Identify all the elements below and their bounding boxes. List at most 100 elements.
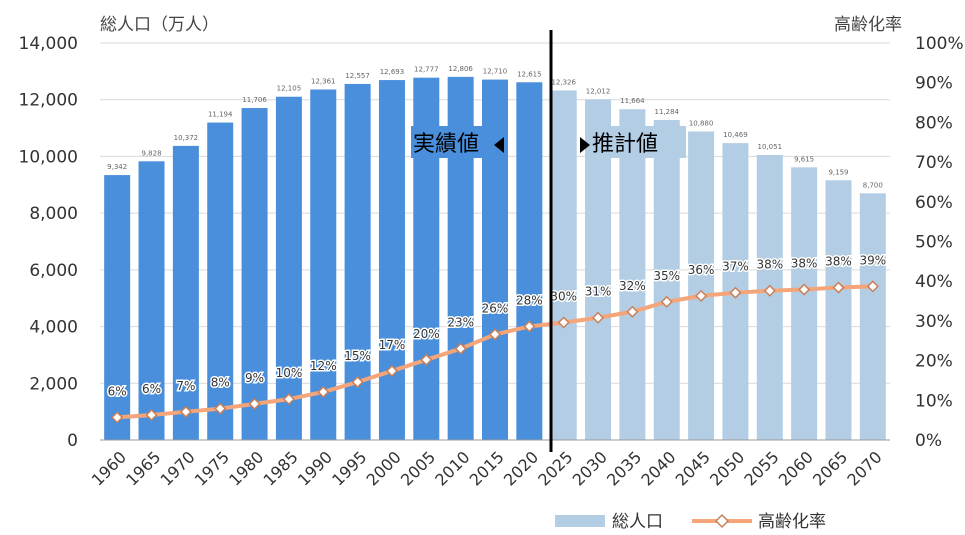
- x-axis-tick-label: 2055: [740, 447, 782, 489]
- aging-rate-point: [695, 289, 708, 302]
- aging-rate-label: 8%: [211, 376, 230, 390]
- aging-rate-point: [317, 385, 330, 399]
- population-bar-label: 9,615: [794, 155, 814, 163]
- population-bar-label: 8,700: [863, 181, 883, 189]
- right-axis-tick-label: 100%: [915, 34, 964, 54]
- population-bar-label: 12,710: [483, 68, 508, 76]
- x-axis-tick-label: 2010: [431, 447, 473, 489]
- population-bar-label: 9,342: [107, 163, 127, 171]
- population-bar-label: 12,361: [311, 77, 336, 85]
- population-bar-label: 12,693: [380, 68, 405, 76]
- legend-swatch-aging-marker: [714, 513, 730, 529]
- aging-rate-point: [145, 408, 158, 422]
- population-bar-label: 11,706: [242, 96, 267, 104]
- population-bar-label: 11,284: [654, 108, 679, 116]
- aging-rate-label: 37%: [722, 260, 749, 274]
- population-bar-label: 12,806: [448, 65, 473, 73]
- aging-rate-label: 10%: [276, 366, 303, 380]
- population-bar-label: 12,012: [586, 87, 611, 95]
- right-axis-tick-label: 0%: [915, 431, 942, 451]
- aging-rate-label: 38%: [825, 255, 852, 269]
- right-axis-tick-label: 10%: [915, 391, 953, 411]
- population-bar-label: 10,372: [174, 134, 199, 142]
- x-axis-tick-label: 2060: [775, 447, 817, 489]
- population-bar: [619, 109, 646, 441]
- line-series: [111, 280, 879, 424]
- population-bar-label: 9,828: [141, 149, 161, 157]
- population-bar: [207, 122, 234, 441]
- population-bar-label: 10,880: [689, 119, 714, 127]
- population-bar: [172, 145, 199, 441]
- aging-rate-label: 23%: [447, 316, 474, 330]
- x-axis-tick-label: 2015: [466, 447, 508, 489]
- population-bar: [756, 154, 783, 440]
- population-bar-label: 9,159: [828, 168, 848, 176]
- divider-left-arrow: [494, 137, 504, 153]
- x-axis-tick-label: 2000: [363, 447, 405, 489]
- right-axis-tick-label: 40%: [915, 272, 953, 292]
- population-bar: [550, 90, 577, 441]
- x-axis-tick-label: 2030: [569, 447, 611, 489]
- bar-series: [104, 76, 886, 441]
- aging-rate-point: [763, 284, 776, 297]
- population-bar: [791, 167, 818, 440]
- x-axis-tick-label: 2025: [534, 447, 576, 489]
- aging-rate-point: [454, 342, 467, 355]
- x-axis-tick-label: 2050: [706, 447, 748, 489]
- aging-rate-label: 38%: [756, 258, 783, 272]
- aging-rate-point: [832, 281, 845, 294]
- population-bar: [653, 120, 680, 440]
- aging-rate-label: 35%: [653, 269, 680, 283]
- population-bar-label: 10,051: [758, 143, 783, 151]
- left-axis-tick-label: 12,000: [19, 91, 78, 111]
- left-axis-tick-label: 14,000: [19, 34, 78, 54]
- bar-value-labels: 9,342 9,828 10,372 11,194 11,706 12,105 12,361…: [107, 65, 883, 189]
- aging-rate-label: 12%: [310, 359, 337, 373]
- x-axis-tick-label: 2020: [500, 447, 542, 489]
- aging-rate-point: [866, 280, 879, 293]
- x-axis-tick-label: 2045: [672, 447, 714, 489]
- aging-rate-label: 38%: [791, 257, 818, 271]
- x-axis-ticks: 1960196519701975198019851990199520002005…: [88, 447, 886, 489]
- population-bar-label: 12,615: [517, 70, 542, 78]
- x-axis-tick-label: 1985: [260, 447, 302, 489]
- left-axis-tick-label: 4,000: [29, 318, 78, 338]
- population-bar-label: 12,326: [551, 78, 576, 86]
- aging-rate-point: [248, 397, 261, 410]
- right-axis-tick-label: 90%: [915, 74, 953, 94]
- population-bar: [516, 82, 543, 440]
- population-bar: [825, 180, 852, 441]
- left-axis-tick-label: 2,000: [29, 374, 78, 394]
- x-axis-tick-label: 1960: [88, 447, 130, 489]
- aging-rate-point: [282, 393, 295, 406]
- aging-rate-label: 36%: [688, 263, 715, 277]
- aging-rate-label: 7%: [176, 379, 195, 393]
- left-axis-ticks: 0 2,000 4,000 6,000 8,000 10,000 12,000 14,000: [19, 34, 78, 451]
- aging-rate-label: 15%: [344, 349, 371, 363]
- legend-swatch-population: [555, 515, 605, 527]
- left-axis-tick-label: 0: [67, 431, 78, 451]
- line-value-labels: 6% 6% 7% 8% 9% 10% 12% 15% 17% 20% 23% 26% 28% 30% 31%…: [106, 252, 888, 400]
- aging-rate-label: 20%: [413, 327, 440, 341]
- aging-rate-point: [591, 311, 605, 324]
- aging-rate-label: 32%: [619, 279, 646, 293]
- aging-rate-label: 39%: [859, 253, 886, 267]
- divider-right-arrow: [580, 137, 590, 153]
- divider-labels: 実績値 推計値: [411, 126, 686, 158]
- x-axis-tick-label: 2040: [637, 447, 679, 489]
- x-axis-tick-label: 1970: [156, 447, 198, 489]
- population-bar-label: 12,557: [345, 72, 370, 80]
- aging-rate-label: 30%: [550, 289, 577, 303]
- x-axis-tick-label: 1975: [191, 447, 233, 489]
- x-axis-tick-label: 1995: [328, 447, 370, 489]
- aging-rate-point: [351, 375, 364, 389]
- population-bar: [241, 108, 268, 441]
- right-axis-tick-label: 80%: [915, 113, 953, 133]
- population-bar-label: 10,469: [723, 131, 748, 139]
- divider-label-right-bg: [590, 126, 686, 158]
- aging-rate-point: [179, 405, 192, 418]
- right-axis-tick-label: 20%: [915, 352, 953, 372]
- aging-rate-point: [626, 305, 639, 318]
- population-bar: [378, 80, 405, 441]
- x-axis-tick-label: 1990: [294, 447, 336, 489]
